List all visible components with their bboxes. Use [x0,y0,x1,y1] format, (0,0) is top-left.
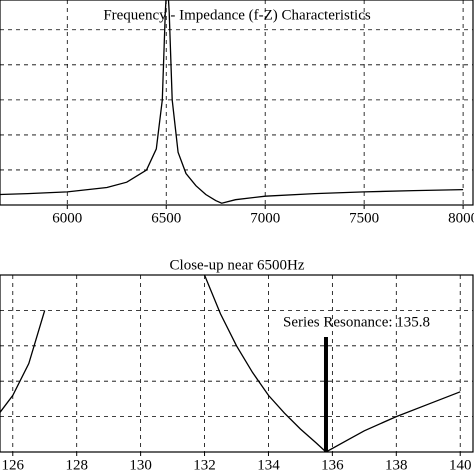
x-tick-label: 6000 [52,210,82,226]
chart-title: Frequency - Impedance (f-Z) Characterist… [103,7,371,23]
x-tick-label: 7500 [349,210,379,226]
x-tick-label: 140 [449,457,472,473]
x-tick-label: 132 [193,457,216,473]
x-tick-label: 130 [129,457,152,473]
x-tick-label: 138 [385,457,408,473]
annotation-text: Series Resonance: 135.8 [283,314,430,330]
x-tick-label: 128 [65,457,88,473]
plot-frame [0,0,474,206]
line-series [0,0,464,204]
x-tick-label: 7000 [250,210,280,226]
chart-title: Close-up near 6500Hz [170,257,305,273]
plot-area [0,0,473,205]
plot-frame [0,274,474,453]
line-series [0,275,461,452]
plot-area [0,275,473,452]
x-tick-label: 6500 [151,210,181,226]
x-tick-label: 8000 [448,210,474,226]
x-tick-label: 136 [321,457,344,473]
x-tick-label: 134 [257,457,280,473]
x-tick-label: 126 [2,457,25,473]
